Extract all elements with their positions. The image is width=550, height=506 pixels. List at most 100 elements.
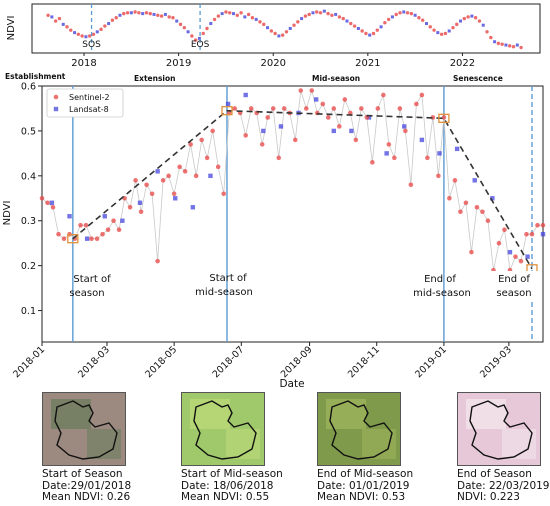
- top-sentinel-point: [122, 11, 126, 16]
- top-landsat-point: [515, 43, 519, 47]
- top-landsat-point: [504, 43, 508, 47]
- sentinel-point: [336, 124, 342, 129]
- top-landsat-point: [356, 27, 360, 30]
- sentinel-point: [348, 110, 353, 116]
- sentinel-point: [331, 106, 337, 111]
- sentinel-point: [149, 191, 155, 197]
- top-sentinel-point: [371, 31, 376, 36]
- top-landsat-point: [379, 25, 383, 29]
- landsat-point: [472, 178, 477, 183]
- top-landsat-point: [345, 19, 349, 23]
- top-sentinel-point: [508, 44, 512, 48]
- sentinel-point: [182, 169, 188, 174]
- top-landsat-point: [493, 40, 497, 44]
- sentinel-connector-line: [41, 88, 543, 272]
- top-landsat-point: [288, 27, 292, 30]
- sentinel-point: [116, 227, 122, 233]
- top-landsat-point: [436, 31, 440, 35]
- sentinel-point: [78, 222, 83, 228]
- sentinel-point: [155, 258, 160, 264]
- sentinel-point: [463, 200, 469, 206]
- thumbnail-title: End of Season: [457, 468, 532, 480]
- top-sentinel-point: [473, 16, 478, 20]
- top-landsat-point: [413, 13, 417, 17]
- top-sentinel-point: [148, 11, 152, 16]
- top-panel-ylabel: NDVI: [6, 16, 17, 41]
- thumbnail-date: Date:29/01/2018: [42, 479, 132, 492]
- legend-sentinel-label: Sentinel-2: [69, 93, 110, 102]
- landsat-point: [525, 254, 530, 259]
- landsat-point: [243, 92, 248, 98]
- top-landsat-point: [277, 34, 281, 38]
- sentinel-point: [265, 115, 271, 120]
- sentinel-point: [259, 142, 265, 147]
- sentinel-point: [276, 155, 282, 161]
- y-tick-label: 0.6: [21, 82, 36, 93]
- sentinel-point: [39, 195, 45, 201]
- annotation-end-of-season-line1: End of: [498, 274, 530, 285]
- top-sentinel-point: [235, 13, 239, 17]
- sentinel-point: [370, 160, 375, 165]
- sentinel-point: [392, 155, 397, 161]
- sentinel-point: [303, 106, 309, 111]
- top-sentinel-point: [349, 21, 353, 26]
- top-sentinel-point: [88, 34, 92, 38]
- sentinel-point: [298, 88, 304, 93]
- top-sentinel-point: [125, 11, 130, 15]
- phase-boxes: [67, 106, 538, 274]
- sentinel-point: [535, 222, 540, 228]
- top-landsat-point: [368, 33, 372, 37]
- landsat-point: [278, 124, 284, 129]
- sentinel-point: [403, 128, 408, 134]
- sentinel-point: [166, 173, 171, 179]
- thumbnail-start-of-mid-season: Start of Mid-season Date: 18/06/2018 Mea…: [181, 392, 311, 504]
- top-sentinel-point: [383, 21, 387, 25]
- landsat-point: [261, 128, 266, 134]
- top-sentinel-point: [69, 28, 73, 32]
- top-landsat-point: [390, 15, 394, 19]
- sentinel-point: [524, 231, 529, 237]
- x-tick-label: 2018-05: [143, 344, 179, 380]
- top-sentinel-point: [110, 18, 115, 22]
- legend-landsat-label: Landsat-8: [69, 105, 109, 114]
- sentinel-point: [480, 209, 485, 215]
- sentinel-point: [138, 209, 144, 215]
- landsat-point: [454, 146, 460, 152]
- sentinel-point: [342, 97, 348, 102]
- sentinel-point: [496, 240, 502, 246]
- top-sentinel-point: [258, 20, 262, 24]
- legend-sentinel-marker: [53, 94, 59, 100]
- landsat-point: [540, 232, 546, 237]
- sentinel-point: [320, 101, 326, 107]
- top-sentinel-point: [76, 32, 81, 36]
- thumbnail-ndvi: NDVI: 0.223: [457, 491, 520, 503]
- thumbnail-field-graphic: [458, 393, 540, 465]
- sentinel-point: [408, 182, 414, 188]
- landsat-point: [102, 214, 107, 219]
- sentinel-point: [309, 88, 315, 93]
- top-year-ticks: 2018 2019 2020 2021 2022: [71, 53, 475, 69]
- top-year-label: 2021: [355, 58, 380, 69]
- top-sentinel-point: [137, 11, 141, 15]
- top-sentinel-point: [133, 10, 137, 14]
- x-tick-label: 2019-01: [413, 344, 449, 380]
- thumbnail-image: [457, 392, 541, 466]
- top-landsat-point: [334, 12, 338, 16]
- sentinel-point: [193, 173, 199, 179]
- sentinel-point: [188, 142, 193, 147]
- top-landsat-point: [254, 17, 258, 21]
- landsat-point: [190, 205, 196, 210]
- y-axis-ticks: 0.1 0.2 0.3 0.4 0.5 0.6: [21, 82, 42, 317]
- top-landsat-point: [231, 12, 235, 16]
- sentinel-point: [61, 236, 67, 242]
- annotation-start-of-season: Start of season: [69, 274, 111, 299]
- top-panel: NDVI SOS EOS 2018 2019 2020 2021 2022: [6, 3, 541, 69]
- thumbnail-ndvi: Mean NDVI: 0.26: [42, 491, 131, 503]
- thumbnail-end-of-mid-season: End of Mid-season Date: 01/01/2019 Mean …: [317, 392, 447, 504]
- main-panel-frame: [41, 85, 544, 343]
- top-sentinel-point: [466, 15, 470, 19]
- main-ylabel: NDVI: [2, 201, 13, 226]
- field-outline: [329, 400, 393, 460]
- annotation-end-of-season-bg: [489, 271, 539, 299]
- landsat-point: [49, 200, 55, 205]
